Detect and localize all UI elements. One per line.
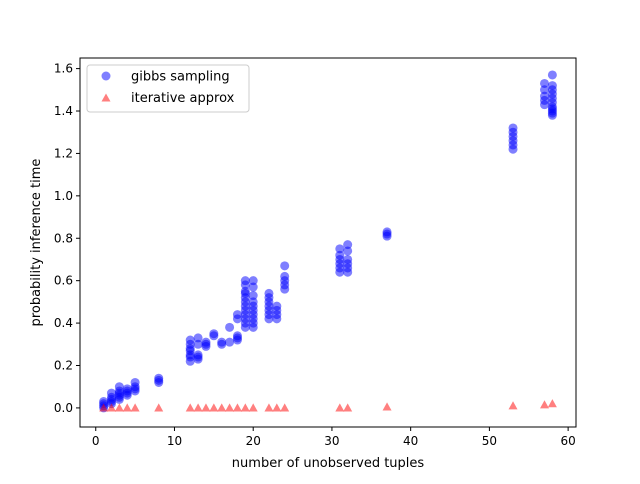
- legend-box: [86, 64, 250, 113]
- gibbs-sampling-point: [343, 246, 353, 256]
- iterative-approx-point: [382, 402, 392, 411]
- gibbs-sampling-point: [343, 254, 353, 264]
- x-tick-label: 50: [482, 434, 497, 448]
- x-axis-label: number of unobserved tuples: [232, 456, 425, 471]
- iterative-approx-point: [272, 403, 282, 412]
- gibbs-sampling-point: [106, 388, 116, 398]
- gibbs-sampling-point: [193, 339, 203, 349]
- legend-iterative-label: iterative approx: [131, 91, 235, 106]
- gibbs-sampling-point: [540, 85, 550, 95]
- gibbs-sampling-point: [335, 250, 345, 260]
- gibbs-sampling-point: [248, 282, 258, 292]
- legend-gibbs-marker: [101, 71, 111, 81]
- y-ticks: 0.0 0.2 0.4 0.6 0.8 1.0 1.2 1.4 1.6: [54, 62, 80, 415]
- gibbs-sampling-point: [540, 91, 550, 101]
- x-tick-label: 20: [246, 434, 261, 448]
- gibbs-sampling-point: [248, 297, 258, 307]
- points-layer: [99, 70, 557, 413]
- y-tick-label: 1.4: [54, 104, 73, 118]
- iterative-approx-point: [130, 403, 140, 412]
- gibbs-sampling-point: [248, 291, 258, 301]
- iterative-approx-point: [209, 403, 219, 412]
- gibbs-sampling-point: [280, 261, 290, 271]
- y-tick-label: 0.6: [54, 274, 73, 288]
- iterative-approx-point: [99, 403, 109, 412]
- iterative-approx-point: [540, 400, 550, 409]
- gibbs-sampling-point: [232, 331, 242, 341]
- iterative-approx-point: [193, 403, 203, 412]
- iterative-approx-point: [217, 403, 227, 412]
- gibbs-sampling-point: [201, 337, 211, 347]
- gibbs-sampling-point: [193, 350, 203, 360]
- x-ticks: 0 10 20 30 40 50 60: [92, 427, 576, 448]
- gibbs-sampling-point: [240, 276, 250, 286]
- x-tick-label: 60: [560, 434, 575, 448]
- gibbs-sampling-point: [193, 333, 203, 343]
- y-tick-label: 0.0: [54, 401, 73, 415]
- y-tick-label: 1.6: [54, 62, 73, 76]
- gibbs-sampling-point: [225, 337, 235, 347]
- iterative-approx-point: [232, 403, 242, 412]
- gibbs-sampling-point: [232, 310, 242, 320]
- gibbs-sampling-point: [343, 240, 353, 250]
- y-axis-label: probability inference time: [29, 159, 44, 327]
- y-tick-label: 0.4: [54, 316, 73, 330]
- legend: gibbs sampling iterative approx: [86, 64, 250, 113]
- iterative-approx-point: [106, 403, 116, 412]
- gibbs-sampling-point: [335, 244, 345, 254]
- x-tick-label: 0: [92, 434, 100, 448]
- iterative-approx-point: [264, 403, 274, 412]
- gibbs-sampling-point: [508, 123, 518, 133]
- gibbs-sampling-point: [217, 337, 227, 347]
- x-tick-label: 10: [167, 434, 182, 448]
- iterative-approx-point: [280, 403, 290, 412]
- iterative-approx-point: [114, 403, 124, 412]
- iterative-approx-point: [343, 403, 353, 412]
- gibbs-sampling-point: [240, 286, 250, 296]
- axes-frame: [79, 57, 577, 428]
- iterative-approx-point: [248, 403, 258, 412]
- gibbs-sampling-point: [122, 384, 132, 394]
- iterative-approx-point: [154, 403, 164, 412]
- gibbs-sampling-point: [547, 70, 557, 80]
- gibbs-sampling-point: [209, 329, 219, 339]
- y-tick-label: 1.0: [54, 189, 73, 203]
- y-tick-label: 0.2: [54, 359, 73, 373]
- gibbs-sampling-point: [280, 271, 290, 281]
- gibbs-sampling-point: [248, 276, 258, 286]
- gibbs-sampling-point: [154, 373, 164, 383]
- x-tick-label: 40: [403, 434, 418, 448]
- gibbs-sampling-point: [99, 397, 109, 407]
- y-tick-label: 1.2: [54, 146, 73, 160]
- y-tick-label: 0.8: [54, 231, 73, 245]
- gibbs-sampling-point: [264, 288, 274, 298]
- gibbs-sampling-point: [130, 377, 140, 387]
- iterative-approx-point: [547, 399, 557, 408]
- iterative-approx-point: [201, 403, 211, 412]
- gibbs-sampling-point: [106, 394, 116, 404]
- legend-iterative-marker: [101, 93, 111, 102]
- iterative-approx-point: [122, 403, 132, 412]
- x-tick-label: 30: [324, 434, 339, 448]
- gibbs-sampling-point: [225, 322, 235, 332]
- iterative-approx-point: [185, 403, 195, 412]
- gibbs-sampling-point: [185, 335, 195, 345]
- iterative-approx-point: [508, 401, 518, 410]
- iterative-approx-point: [225, 403, 235, 412]
- iterative-approx-point: [240, 403, 250, 412]
- gibbs-sampling-point: [114, 382, 124, 392]
- legend-gibbs-label: gibbs sampling: [131, 70, 230, 85]
- gibbs-sampling-point: [547, 81, 557, 91]
- gibbs-sampling-point: [382, 227, 392, 237]
- gibbs-sampling-point: [540, 78, 550, 88]
- iterative-approx-point: [335, 403, 345, 412]
- gibbs-sampling-point: [272, 301, 282, 311]
